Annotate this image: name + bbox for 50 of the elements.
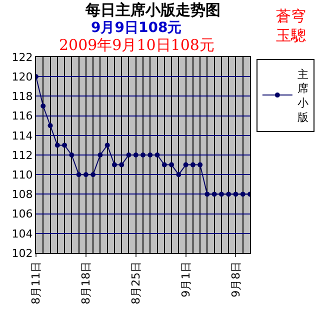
text: 2009年9月10日108元 bbox=[59, 36, 214, 54]
point bbox=[190, 162, 196, 168]
point bbox=[162, 162, 167, 168]
point bbox=[140, 152, 146, 158]
text: 蒼穹玉驄 bbox=[276, 7, 306, 44]
point bbox=[233, 192, 238, 197]
x-tick-label: 9月8日 bbox=[229, 261, 242, 298]
point bbox=[98, 152, 103, 158]
point bbox=[204, 192, 210, 197]
y-tick-label: 102 bbox=[12, 246, 33, 260]
point bbox=[218, 192, 224, 197]
point bbox=[40, 104, 46, 108]
point bbox=[183, 162, 188, 168]
point bbox=[198, 162, 203, 168]
y-tick-label: 106 bbox=[12, 208, 33, 221]
y-tick-label: 116 bbox=[12, 110, 33, 123]
y-tick-label: 108 bbox=[12, 188, 33, 202]
point bbox=[69, 152, 74, 158]
point bbox=[112, 162, 117, 168]
point bbox=[226, 192, 232, 197]
legend-label: 主席小版 bbox=[297, 68, 308, 124]
chart-title: 每日主席小版走势图 bbox=[84, 1, 221, 20]
chart-subtitle: 9月9日108元 bbox=[91, 20, 182, 36]
point bbox=[212, 192, 217, 197]
point bbox=[126, 152, 132, 158]
point bbox=[154, 152, 160, 158]
x-tick-label: 8月18日 bbox=[80, 261, 93, 304]
point bbox=[240, 192, 246, 197]
point bbox=[48, 123, 53, 128]
x-tick-label: 8月25日 bbox=[129, 261, 142, 304]
point bbox=[76, 172, 82, 178]
y-tick-label: 110 bbox=[12, 168, 33, 182]
y-tick-label: 118 bbox=[12, 90, 33, 104]
y-tick-label: 114 bbox=[12, 129, 33, 142]
point bbox=[133, 152, 138, 158]
y-tick-label: 122 bbox=[12, 50, 33, 64]
point bbox=[176, 172, 182, 178]
point bbox=[119, 162, 124, 168]
point bbox=[54, 142, 60, 148]
y-tick-label: 104 bbox=[12, 227, 33, 240]
point bbox=[148, 152, 153, 158]
y-tick-label: 112 bbox=[12, 148, 33, 162]
point bbox=[83, 172, 88, 178]
point bbox=[104, 142, 110, 148]
x-tick-label: 8月11日 bbox=[30, 261, 43, 304]
x-tick-label: 9月1日 bbox=[179, 261, 192, 298]
point bbox=[169, 162, 174, 168]
y-tick-label: 120 bbox=[12, 70, 33, 84]
point bbox=[90, 172, 96, 178]
point bbox=[62, 142, 68, 148]
